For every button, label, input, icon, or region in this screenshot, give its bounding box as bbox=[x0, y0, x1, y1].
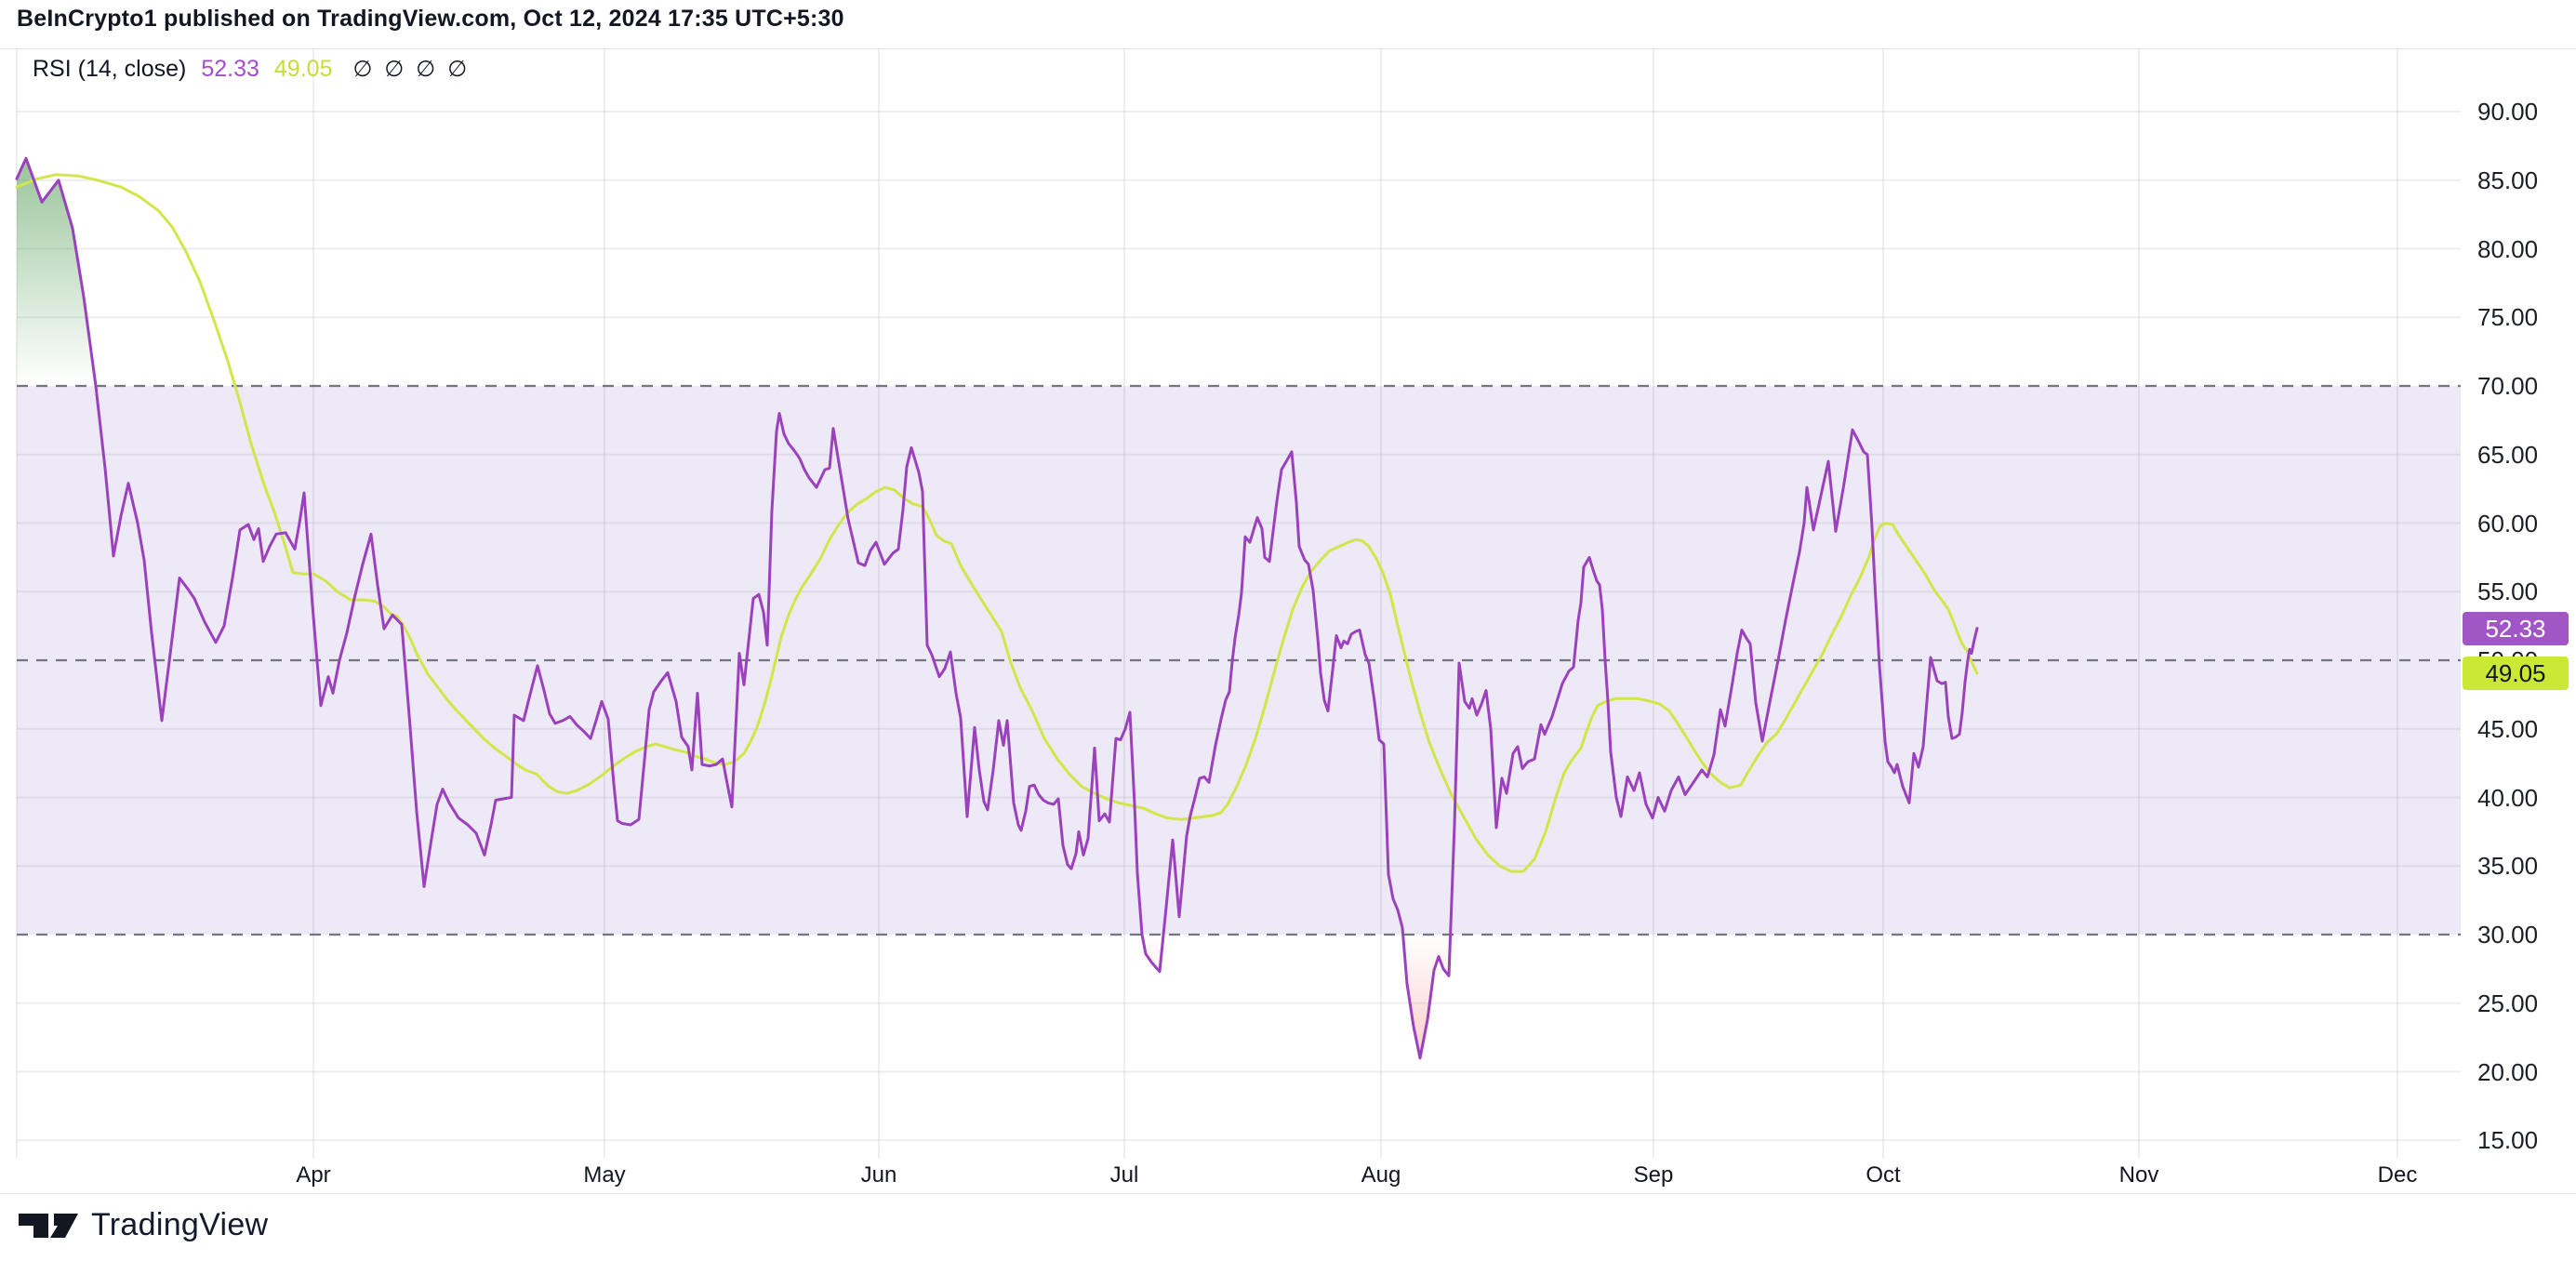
y-axis-label: 65.00 bbox=[2477, 440, 2539, 469]
price-badge-rsi_ma: 49.05 bbox=[2463, 657, 2569, 690]
y-axis-label: 15.00 bbox=[2477, 1126, 2539, 1155]
hidden-value-icon[interactable]: ∅ bbox=[384, 57, 405, 82]
tradingview-logo-icon bbox=[19, 1213, 78, 1238]
tradingview-wordmark: TradingView bbox=[91, 1207, 269, 1242]
hidden-values-group: ∅ ∅ ∅ ∅ bbox=[352, 56, 467, 83]
y-axis-label: 25.00 bbox=[2477, 989, 2539, 1017]
x-axis-label: Oct bbox=[1866, 1162, 1901, 1188]
y-axis-label: 75.00 bbox=[2477, 303, 2539, 332]
pane-top-divider bbox=[0, 48, 2576, 49]
x-axis-label: May bbox=[583, 1162, 626, 1188]
oversold-fill bbox=[1142, 935, 1164, 972]
rsi-ma-value: 49.05 bbox=[273, 56, 333, 82]
y-axis-label: 90.00 bbox=[2477, 98, 2539, 126]
x-axis-label: Dec bbox=[2377, 1162, 2418, 1188]
y-axis-label: 45.00 bbox=[2477, 714, 2539, 743]
price-badge-rsi: 52.33 bbox=[2463, 611, 2569, 645]
y-axis-label: 30.00 bbox=[2477, 921, 2539, 949]
y-axis-label: 20.00 bbox=[2477, 1057, 2539, 1086]
x-axis-label: Sep bbox=[1633, 1162, 1674, 1188]
rsi-chart[interactable] bbox=[0, 48, 2576, 1158]
publish-line: BeInCrypto1 published on TradingView.com… bbox=[17, 6, 844, 32]
x-axis-label: Aug bbox=[1361, 1162, 1401, 1188]
hidden-value-icon[interactable]: ∅ bbox=[352, 57, 373, 82]
indicator-legend: RSI (14, close) 52.33 49.05 ∅ ∅ ∅ ∅ bbox=[33, 56, 467, 83]
y-axis-label: 35.00 bbox=[2477, 852, 2539, 881]
y-axis-label: 80.00 bbox=[2477, 234, 2539, 263]
bottom-divider bbox=[0, 1193, 2576, 1194]
overbought-fill bbox=[17, 158, 96, 386]
tradingview-watermark[interactable]: TradingView bbox=[19, 1207, 268, 1243]
indicator-title[interactable]: RSI (14, close) bbox=[33, 56, 187, 82]
y-axis-label: 60.00 bbox=[2477, 509, 2539, 538]
x-axis-label: Jun bbox=[860, 1162, 897, 1188]
hidden-value-icon[interactable]: ∅ bbox=[447, 57, 468, 82]
y-axis-label: 85.00 bbox=[2477, 166, 2539, 194]
rsi-ma-line bbox=[15, 173, 1979, 873]
x-axis-label: Nov bbox=[2118, 1162, 2159, 1188]
rsi-line bbox=[15, 156, 1979, 1060]
hidden-value-icon[interactable]: ∅ bbox=[416, 57, 436, 82]
y-axis-label: 40.00 bbox=[2477, 783, 2539, 812]
x-axis-label: Apr bbox=[296, 1162, 331, 1188]
y-axis-label: 70.00 bbox=[2477, 372, 2539, 400]
y-axis-label: 55.00 bbox=[2477, 577, 2539, 606]
rsi-value: 52.33 bbox=[201, 56, 259, 82]
x-axis-label: Jul bbox=[1109, 1162, 1139, 1188]
